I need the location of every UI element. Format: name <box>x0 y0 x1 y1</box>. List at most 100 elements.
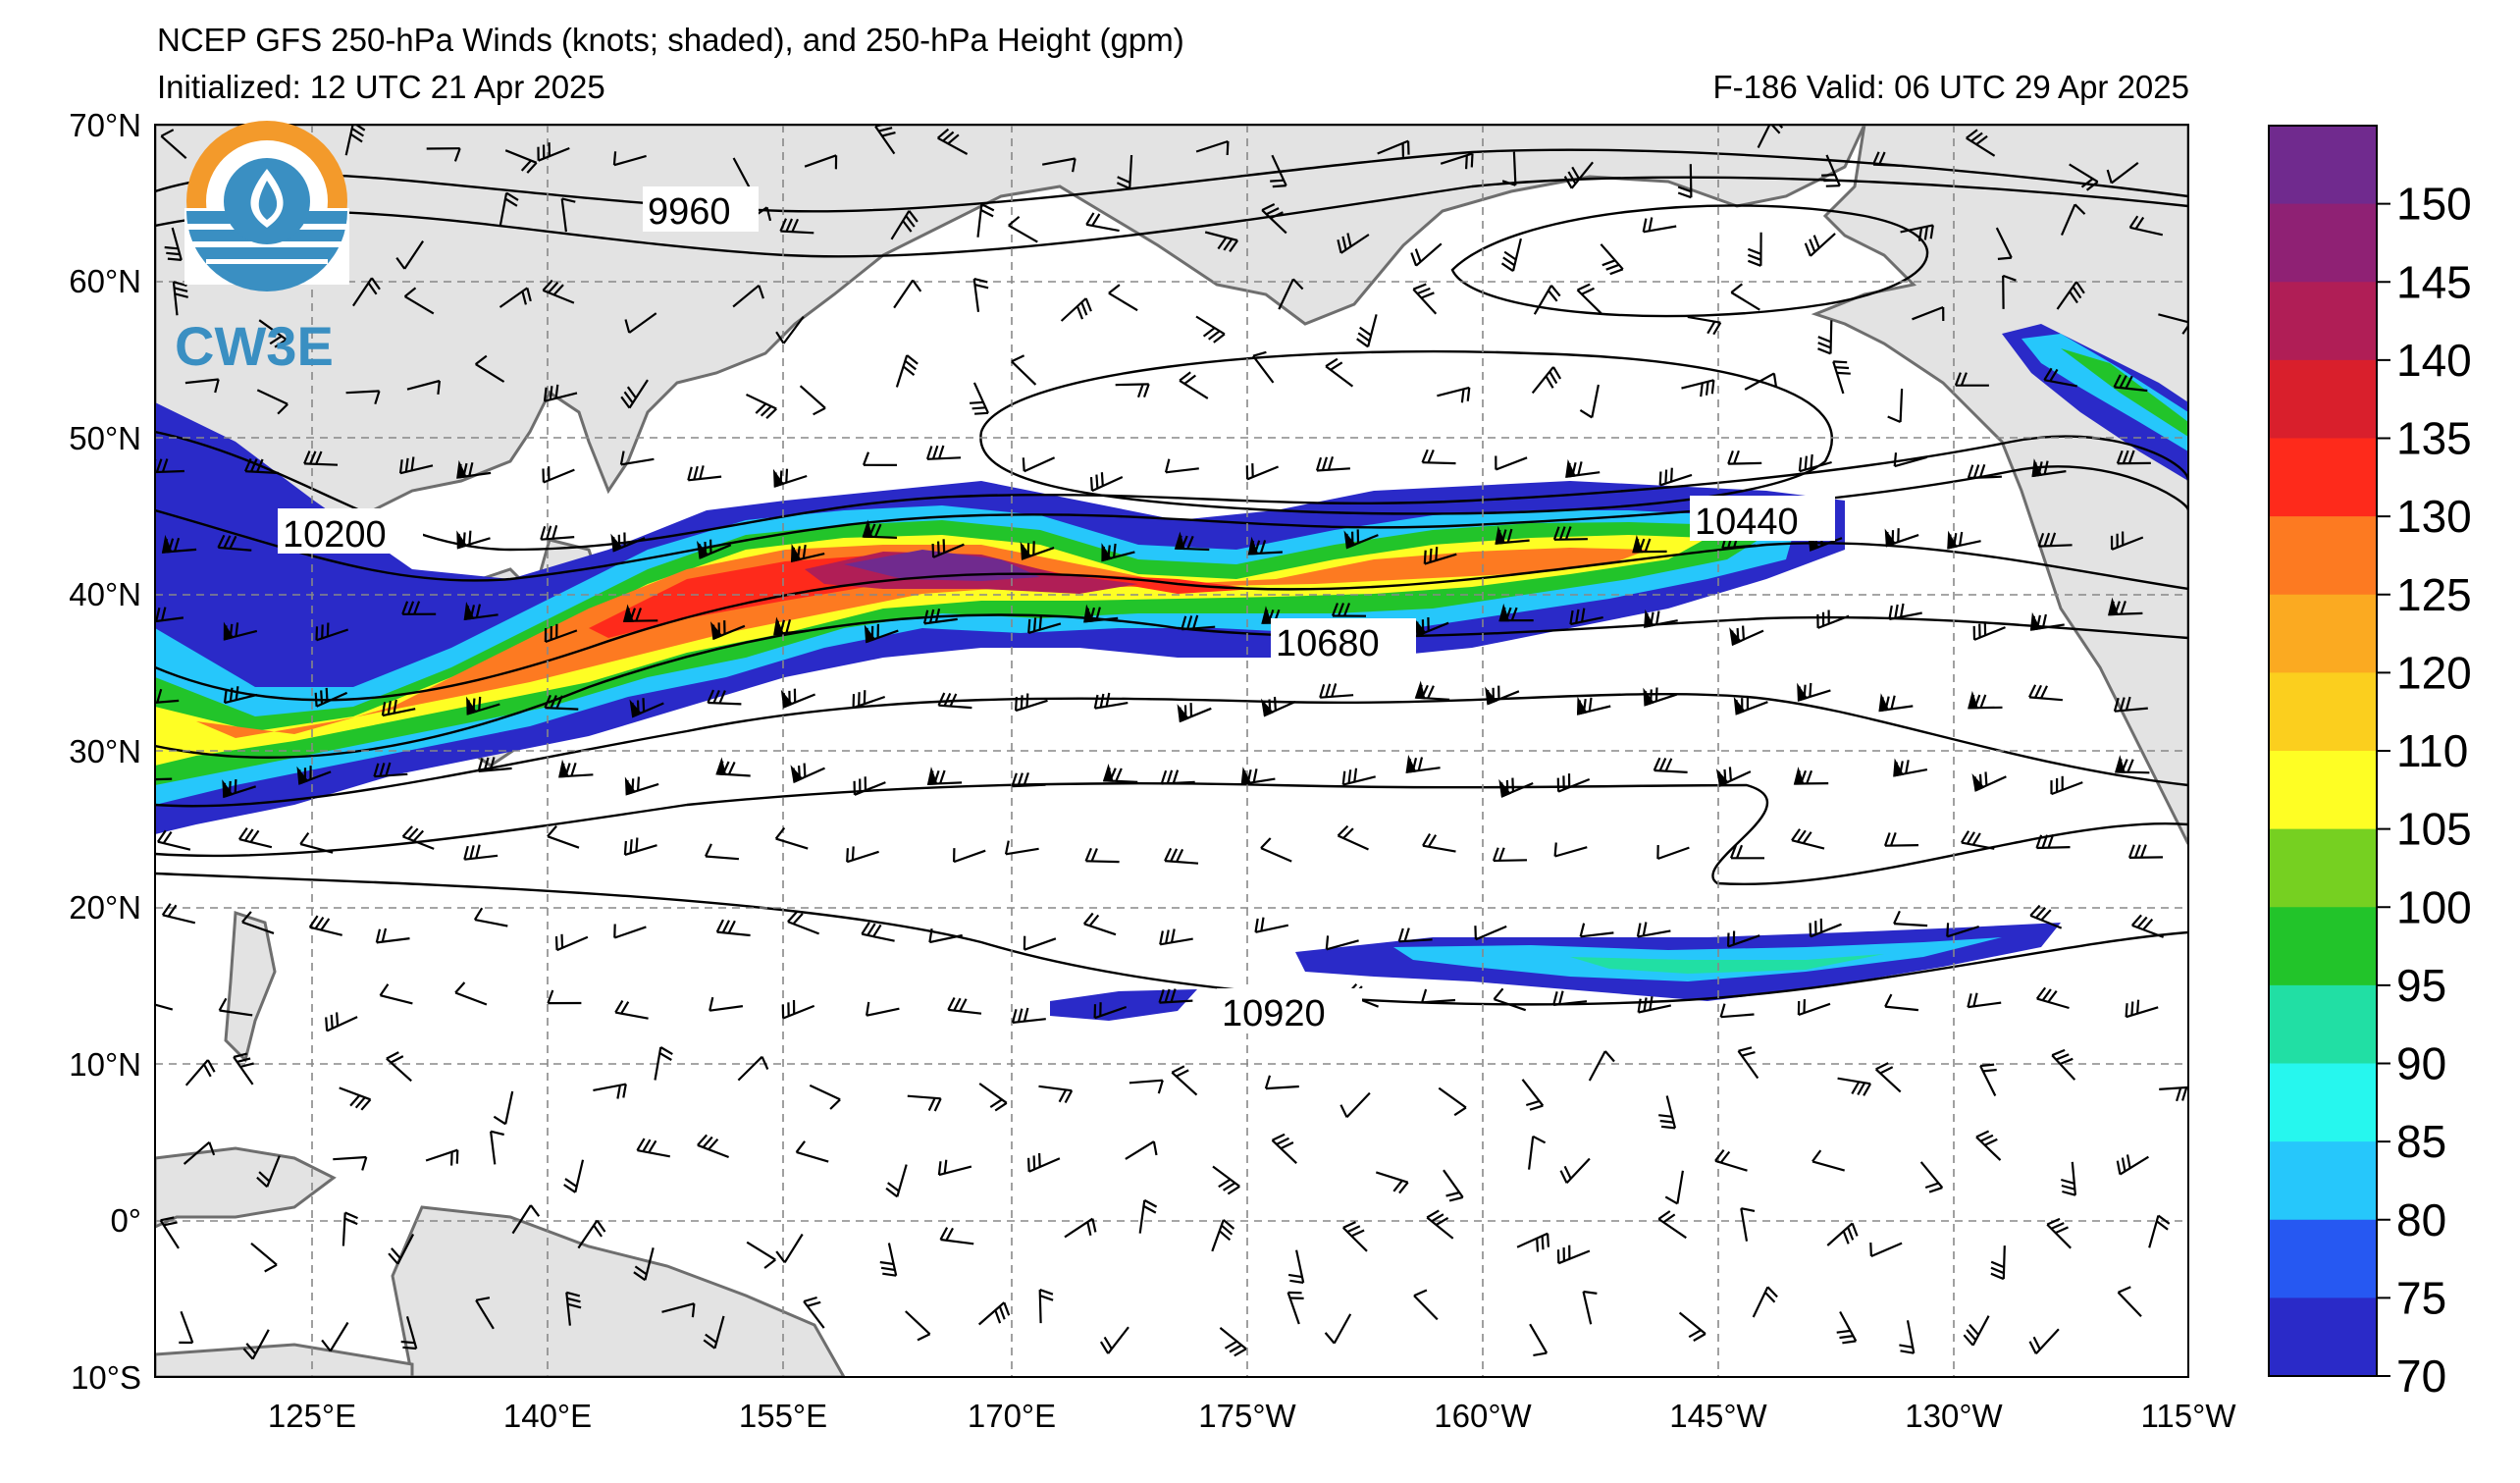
wind-barb <box>1972 621 2006 641</box>
wind-barb <box>1247 536 1283 556</box>
wind-barb <box>475 354 505 383</box>
wind-barb <box>1979 1063 1997 1096</box>
wind-barb <box>1528 1135 1547 1170</box>
wind-barb <box>846 846 879 864</box>
wind-barb <box>697 1134 729 1159</box>
wind-barb <box>804 154 838 170</box>
wind-barb <box>862 451 898 466</box>
lat-label: 40°N <box>69 576 141 612</box>
wind-barb <box>1064 1217 1097 1239</box>
wind-barb <box>1960 830 1995 850</box>
wind-barb <box>344 125 366 156</box>
wind-barb <box>1642 217 1677 234</box>
wind-barb <box>1817 320 1833 355</box>
wind-barb <box>155 1003 174 1011</box>
wind-barb <box>936 128 969 155</box>
wind-barb <box>1474 925 1507 941</box>
wind-barb <box>874 125 896 155</box>
wind-barb <box>321 1321 349 1352</box>
wind-barb <box>1038 1289 1054 1324</box>
wind-barbs <box>155 125 2188 1360</box>
wind-barb <box>2107 597 2143 616</box>
wind-barb <box>715 919 751 937</box>
wind-barb <box>1954 372 1989 387</box>
wind-barb <box>1804 233 1836 257</box>
wind-barb <box>620 379 649 409</box>
wind-barb <box>1912 305 1945 322</box>
wind-barb <box>709 996 744 1012</box>
wind-barb <box>1919 1161 1944 1193</box>
wind-barb <box>159 1216 180 1249</box>
lat-label: 50°N <box>69 420 141 456</box>
wind-barb <box>795 1140 829 1163</box>
wind-barb <box>931 539 965 558</box>
wind-barb <box>1004 840 1039 856</box>
wind-barb <box>772 468 808 488</box>
wind-barb <box>1423 547 1457 565</box>
wind-barb <box>2117 1286 2142 1318</box>
wind-barb <box>972 278 989 312</box>
wind-barb <box>223 621 258 641</box>
wind-barb <box>937 692 972 710</box>
wind-barb <box>1129 1079 1164 1094</box>
lat-label: 0° <box>110 1202 141 1239</box>
wind-barb <box>1343 529 1379 550</box>
wind-barb <box>2069 163 2099 191</box>
wind-barb <box>2113 696 2148 713</box>
wind-barb <box>1832 360 1851 395</box>
wind-barb <box>222 779 257 799</box>
wind-barb <box>1893 758 1928 777</box>
wind-barb <box>473 907 508 927</box>
wind-barb <box>499 287 532 308</box>
wind-barb <box>2148 1214 2171 1248</box>
wind-barb <box>926 767 963 785</box>
wind-barb <box>687 465 722 482</box>
wind-barb <box>1729 844 1764 860</box>
wind-barb <box>2028 684 2063 702</box>
wind-barb <box>1744 372 1778 391</box>
wind-barb <box>636 1138 671 1158</box>
wind-barb <box>624 312 657 334</box>
wind-barb <box>1971 771 2007 792</box>
wind-barb <box>1375 1171 1409 1194</box>
wind-barb <box>1164 847 1199 865</box>
wind-barb <box>1498 777 1534 798</box>
wind-barb <box>1816 609 1850 629</box>
wind-barb <box>775 315 805 344</box>
wind-barb <box>1811 1149 1845 1172</box>
wind-barb <box>862 519 898 539</box>
wind-barb <box>629 698 664 718</box>
wind-barb <box>1195 315 1226 344</box>
wind-barb <box>779 218 814 235</box>
lat-label: 20°N <box>69 889 141 926</box>
wind-barb <box>1714 1149 1748 1172</box>
wind-barb <box>2043 367 2077 388</box>
wind-barb <box>1211 1219 1235 1252</box>
wind-barb <box>1740 1207 1756 1242</box>
wind-barb <box>544 694 579 711</box>
wind-barb <box>315 622 349 642</box>
wind-barb <box>303 450 339 466</box>
wind-barb <box>381 699 416 717</box>
wind-barb <box>1887 389 1904 424</box>
wind-barb <box>715 757 751 777</box>
wind-barb <box>375 927 410 944</box>
wind-barb <box>1552 990 1588 1006</box>
wind-barb <box>1082 912 1117 936</box>
wind-barb <box>1681 379 1715 397</box>
wind-barb <box>905 1310 931 1342</box>
init-time: Initialized: 12 UTC 21 Apr 2025 <box>157 69 605 105</box>
wind-barb <box>1516 1232 1549 1252</box>
wind-barb <box>970 382 990 415</box>
wind-barb <box>928 928 963 944</box>
lon-label: 155°E <box>739 1398 827 1434</box>
wind-barb <box>2056 281 2085 310</box>
wind-barb <box>2158 313 2188 335</box>
wind-barb <box>1553 842 1588 858</box>
wind-barb <box>864 623 899 644</box>
wind-barb <box>1531 366 1562 395</box>
wind-barb <box>161 534 197 554</box>
wind-barb <box>1264 1075 1299 1090</box>
wind-barb <box>1254 917 1289 933</box>
